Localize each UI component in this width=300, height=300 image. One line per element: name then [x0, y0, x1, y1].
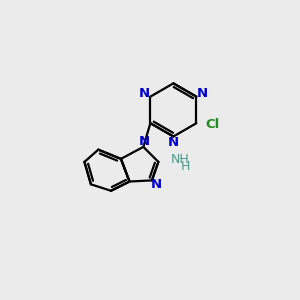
Text: Cl: Cl: [206, 118, 220, 131]
Text: H: H: [180, 160, 190, 172]
Text: N: N: [168, 136, 179, 149]
Text: N: N: [139, 87, 150, 100]
Text: NH: NH: [171, 153, 190, 166]
Text: N: N: [139, 135, 150, 148]
Text: N: N: [151, 178, 162, 191]
Text: N: N: [196, 87, 208, 100]
